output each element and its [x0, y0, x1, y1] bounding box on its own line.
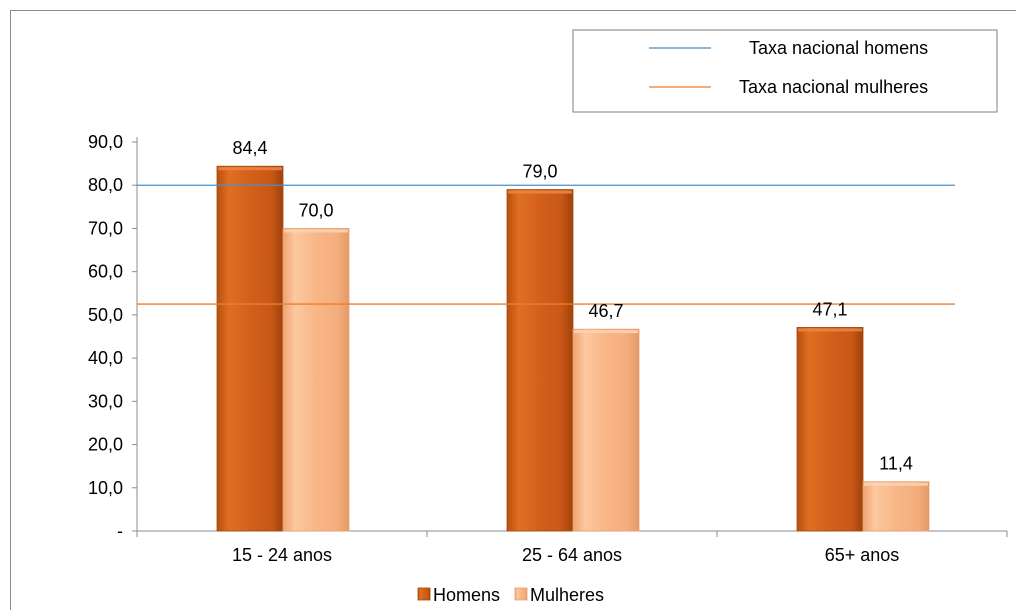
data-label: 70,0 [298, 200, 333, 220]
reference-legend-label: Taxa nacional homens [749, 38, 928, 58]
bar-mulheres [282, 228, 350, 532]
chart-frame: - 10,0 20,0 30,0 40,0 50,0 60,0 70,0 80,0 90,0 15 … [10, 10, 1016, 610]
bar-top-bevel [574, 330, 638, 334]
bar-top-bevel [218, 167, 282, 171]
x-tick-label: 25 - 64 anos [522, 545, 622, 565]
y-tick-label: 30,0 [88, 391, 123, 411]
reference-legend-label: Taxa nacional mulheres [739, 77, 928, 97]
y-tick-label: 50,0 [88, 305, 123, 325]
x-tick-label: 65+ anos [825, 545, 900, 565]
y-tick-label: 20,0 [88, 435, 123, 455]
y-tick-label: 60,0 [88, 262, 123, 282]
bar-mulheres [862, 481, 930, 532]
bar-homens [796, 327, 864, 532]
y-tick-label: - [117, 521, 123, 541]
reference-legend-box [572, 29, 998, 113]
bar-mulheres [572, 328, 640, 532]
bar-top-bevel [864, 482, 928, 486]
y-tick-label: 90,0 [88, 132, 123, 152]
bar-top-bevel [798, 328, 862, 332]
bar-homens [506, 189, 574, 532]
legend-swatch-mulheres [514, 587, 528, 601]
data-label: 11,4 [879, 454, 913, 474]
y-tick-label: 10,0 [88, 478, 123, 498]
y-tick-label: 80,0 [88, 175, 123, 195]
bar-top-bevel [508, 190, 572, 194]
bar-homens [216, 165, 284, 532]
y-tick-label: 70,0 [88, 218, 123, 238]
data-label: 47,1 [812, 299, 847, 319]
bar-chart: - 10,0 20,0 30,0 40,0 50,0 60,0 70,0 80,0 90,0 15 … [88, 29, 1008, 605]
legend-swatch-homens [417, 587, 431, 601]
y-tick-label: 40,0 [88, 348, 123, 368]
x-tick-label: 15 - 24 anos [232, 545, 332, 565]
legend-label-homens: Homens [433, 585, 500, 605]
data-label: 46,7 [588, 301, 623, 321]
bar-top-bevel [284, 229, 348, 233]
data-label: 79,0 [522, 162, 557, 182]
data-label: 84,4 [232, 138, 267, 158]
legend-label-mulheres: Mulheres [530, 585, 604, 605]
